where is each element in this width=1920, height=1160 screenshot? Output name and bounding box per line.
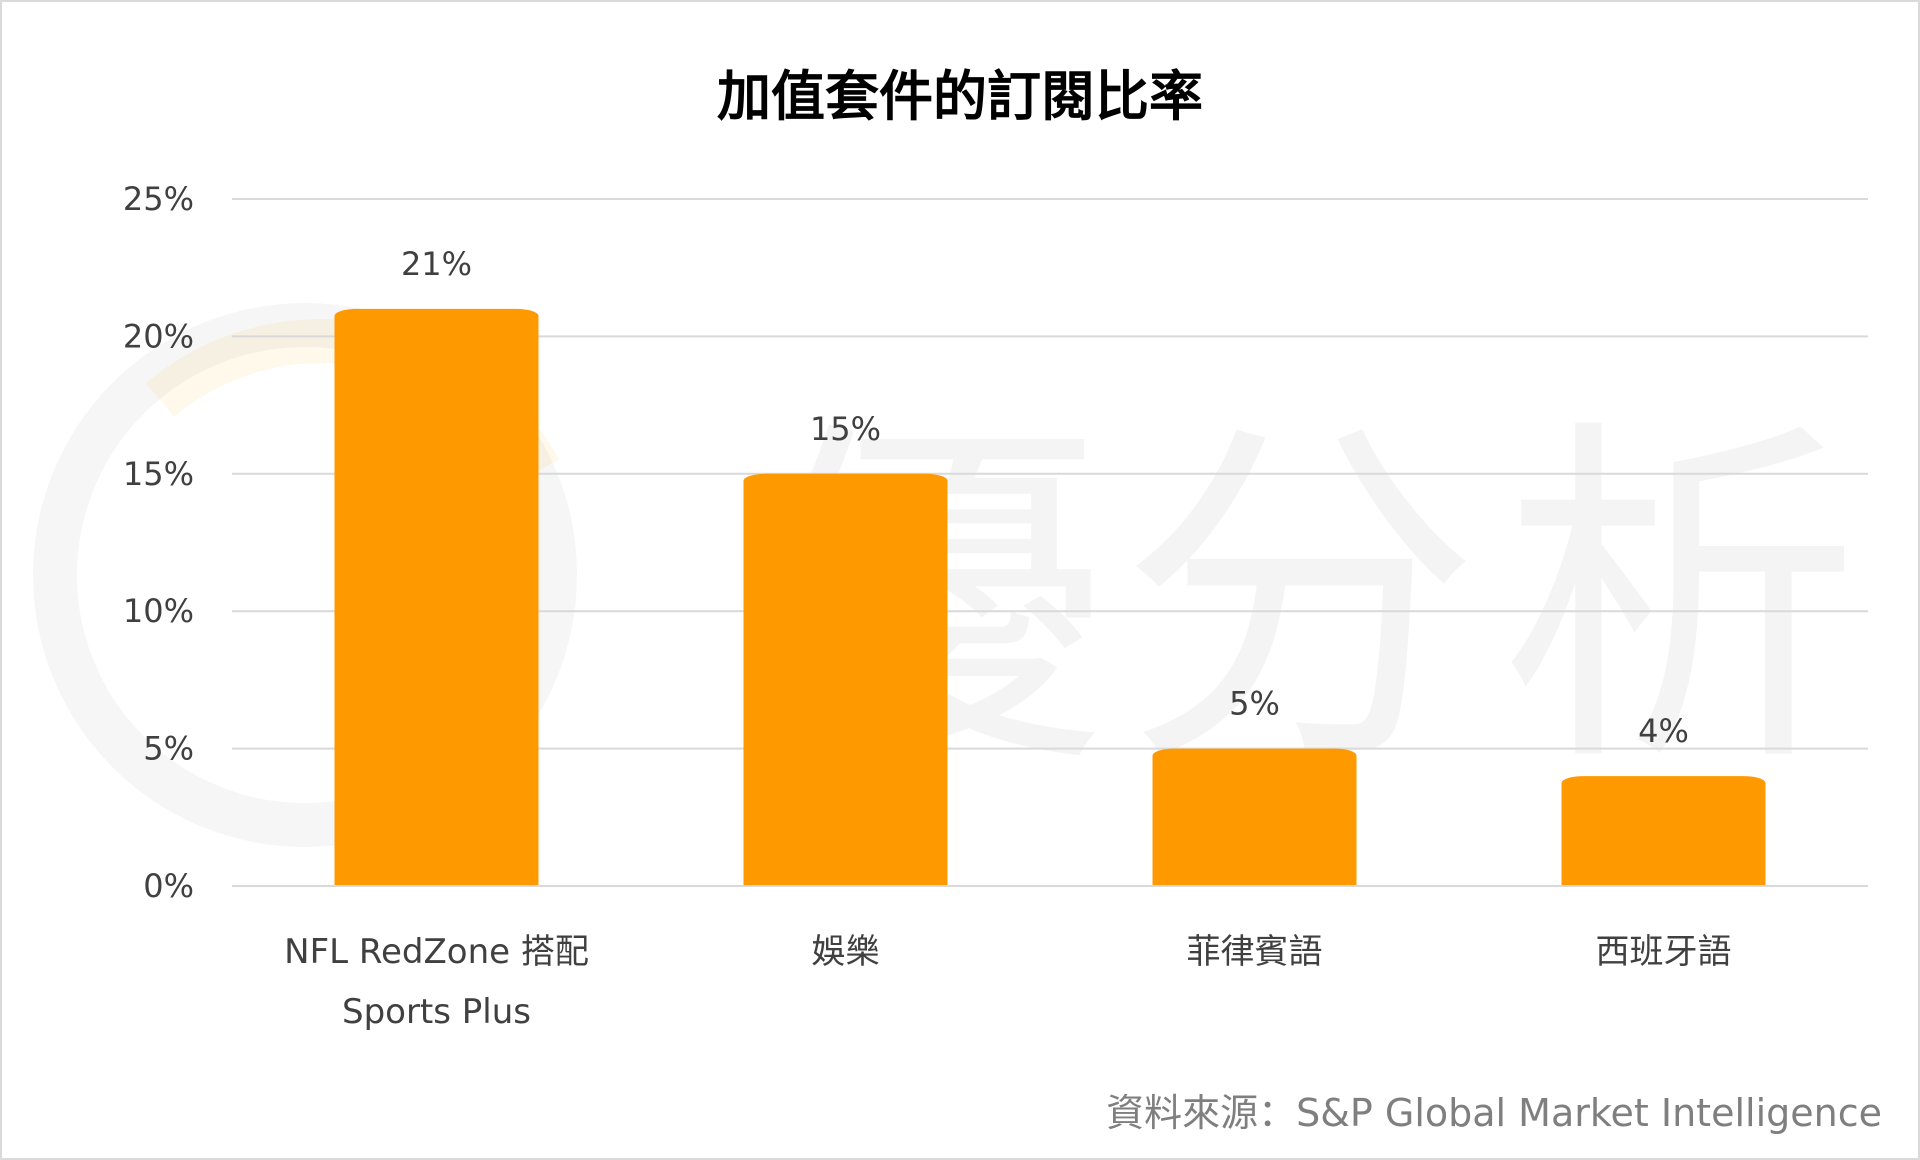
watermark-char-3: 析 (1500, 391, 1860, 810)
data-label: 4% (1638, 712, 1689, 750)
bar-base (743, 483, 948, 886)
data-label: 21% (401, 245, 472, 283)
y-tick-label: 25% (123, 180, 194, 218)
bar-base (1152, 758, 1357, 886)
chart-title: 加值套件的訂閱比率 (717, 65, 1203, 128)
y-tick-label: 5% (143, 730, 194, 768)
y-tick-label: 0% (143, 867, 194, 905)
data-label: 15% (810, 410, 881, 448)
y-tick-label: 10% (123, 592, 194, 630)
data-label: 5% (1229, 685, 1280, 723)
category-label: 菲律賓語 (1187, 932, 1323, 972)
y-tick-label: 15% (123, 455, 194, 493)
bar-base (1561, 786, 1766, 886)
category-label: 娛樂 (812, 932, 880, 972)
bar-base (334, 318, 539, 886)
category-label: NFL RedZone 搭配 (284, 932, 589, 972)
y-tick-label: 20% (123, 317, 194, 355)
source-note: 資料來源：S&P Global Market Intelligence (1106, 1091, 1882, 1135)
category-label: 西班牙語 (1596, 932, 1732, 972)
watermark-char-2: 分 (1120, 391, 1480, 810)
category-label: Sports Plus (342, 992, 531, 1032)
